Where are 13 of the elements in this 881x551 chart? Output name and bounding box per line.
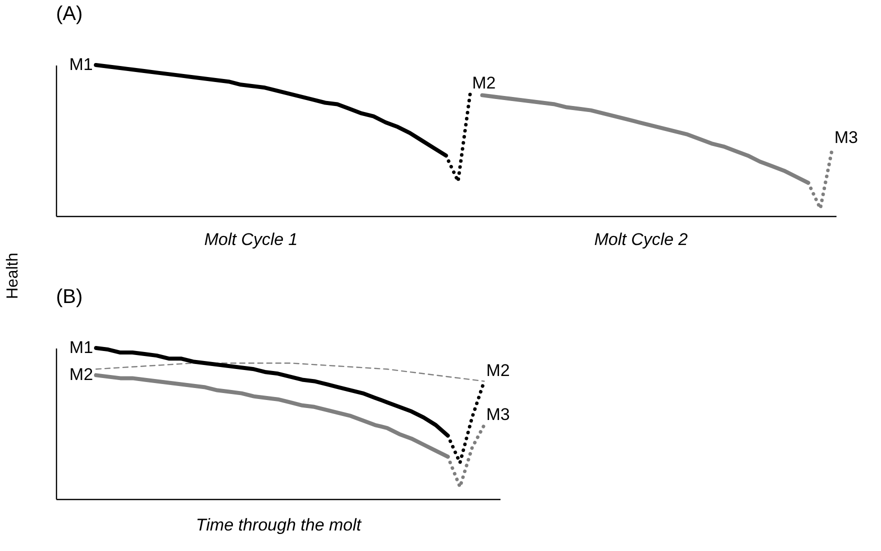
series-label: M2 [486,361,510,380]
x-axis-title: Time through the molt [196,516,362,534]
series-label: M1 [69,55,93,74]
y-axis-title: Health [4,252,22,300]
series-label: M2 [69,365,94,384]
series-label: M2 [472,74,496,93]
chart-title: (B) [56,286,83,308]
text: Molt Cycle 1 [204,230,298,249]
series-label: M3 [486,405,510,424]
series-label: M1 [69,338,94,357]
text: Molt Cycle 2 [594,230,688,249]
series-label: M3 [834,128,858,148]
chart-title: (A) [56,3,83,25]
